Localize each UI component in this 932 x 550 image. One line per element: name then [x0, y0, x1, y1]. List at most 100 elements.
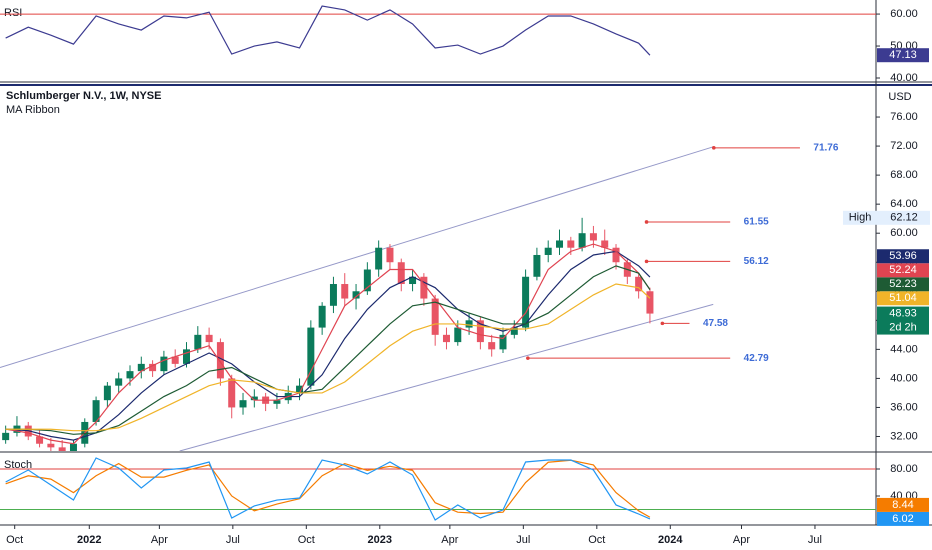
high-box [843, 210, 930, 225]
series-line [5, 457, 651, 521]
pane [0, 457, 876, 521]
candle-body [431, 298, 439, 335]
x-tick-label: 2023 [368, 534, 392, 546]
candle-body [544, 247, 552, 255]
stoch-title: Stoch [4, 459, 32, 471]
y-tick-label: 40.00 [890, 372, 918, 384]
candle-body [510, 327, 518, 335]
x-tick-label: Oct [298, 534, 315, 546]
candle-body [341, 284, 349, 299]
y-tick-label: 76.00 [890, 111, 918, 123]
candle-body [533, 254, 541, 277]
candle-body [476, 320, 484, 343]
candle-body [420, 276, 428, 299]
trend-line [179, 303, 714, 451]
candle-body [171, 356, 179, 364]
candle-body [567, 240, 575, 248]
series-line [5, 283, 651, 432]
x-tick-label: Jul [226, 534, 240, 546]
candle-body [612, 247, 620, 263]
candle-body [635, 276, 643, 292]
y-tick-label: 40.00 [890, 72, 918, 84]
target-label: 61.55 [744, 217, 769, 228]
candle-body [216, 342, 224, 379]
high-label: High [849, 212, 872, 224]
target-dot [526, 356, 530, 360]
value-tag [877, 291, 929, 306]
value-tag-label: 48.93 [889, 307, 917, 319]
series-line [5, 459, 651, 518]
value-tag [877, 277, 929, 292]
candle-body [488, 342, 496, 350]
pane [0, 5, 876, 56]
target-dot [644, 220, 649, 224]
candle-body [250, 396, 258, 401]
symbol-title: Schlumberger N.V., 1W, NYSE [6, 90, 161, 102]
indicator-name: MA Ribbon [6, 104, 60, 116]
target-dot [660, 321, 665, 326]
value-tag [877, 249, 929, 264]
value-tag-label: 51.04 [889, 292, 917, 304]
series-line [5, 243, 651, 445]
y-tick-label: 44.00 [890, 343, 918, 355]
y-tick-label: 80.00 [890, 463, 918, 475]
trend-line [0, 146, 714, 368]
x-tick-label: Jul [516, 534, 530, 546]
candle-body [307, 327, 315, 386]
currency: USD [888, 91, 911, 103]
candle-body [137, 363, 145, 372]
candle-body [409, 276, 417, 285]
candle-body [103, 385, 111, 401]
value-tag-label: 52.24 [889, 264, 917, 276]
pane-body [0, 146, 714, 451]
value-tag-label: 53.96 [889, 250, 917, 262]
pane [0, 146, 714, 451]
value-tag [877, 497, 929, 512]
candle-body [296, 385, 304, 393]
candle-body [589, 233, 597, 241]
candle-body [556, 240, 564, 248]
x-tick-label: Apr [733, 534, 750, 546]
y-tick-label: 64.00 [890, 198, 918, 210]
target-dot [711, 146, 716, 150]
y-tick-label: 72.00 [890, 140, 918, 152]
x-tick-label: Jul [808, 534, 822, 546]
candle-body [329, 284, 337, 306]
candle-body [149, 363, 157, 372]
rsi-title: RSI [4, 7, 22, 19]
candle-body [2, 432, 10, 441]
candle-body [375, 247, 383, 270]
candle-body [92, 400, 100, 422]
value-tag [877, 306, 929, 335]
candle-body [578, 233, 586, 248]
candle-body [160, 356, 168, 372]
candle-body [183, 349, 191, 364]
value-tag-label: 8.44 [892, 499, 913, 511]
countdown-label: 2d 2h [889, 321, 917, 333]
target-label: 56.12 [744, 256, 769, 267]
pane-body [0, 5, 876, 56]
value-tag-label: 52.23 [889, 278, 917, 290]
candle-body [318, 305, 326, 328]
candle-body [442, 334, 450, 343]
x-tick-label: 2022 [77, 534, 101, 546]
candle-body [228, 378, 236, 408]
pane-body [0, 457, 876, 521]
candle-body [465, 320, 473, 328]
x-tick-label: Apr [441, 534, 458, 546]
candle-body [454, 327, 462, 343]
value-tag [877, 48, 929, 63]
y-tick-label: 68.00 [890, 169, 918, 181]
candle-body [352, 291, 360, 299]
candle-body [69, 443, 77, 451]
series-line [5, 265, 651, 435]
y-tick-label: 60.00 [890, 227, 918, 239]
x-tick-label: Apr [151, 534, 168, 546]
target-dot [644, 259, 649, 264]
high-value: 62.12 [890, 212, 918, 224]
x-tick-label: Oct [588, 534, 605, 546]
candle-body [239, 400, 247, 408]
target-label: 42.79 [744, 353, 769, 364]
